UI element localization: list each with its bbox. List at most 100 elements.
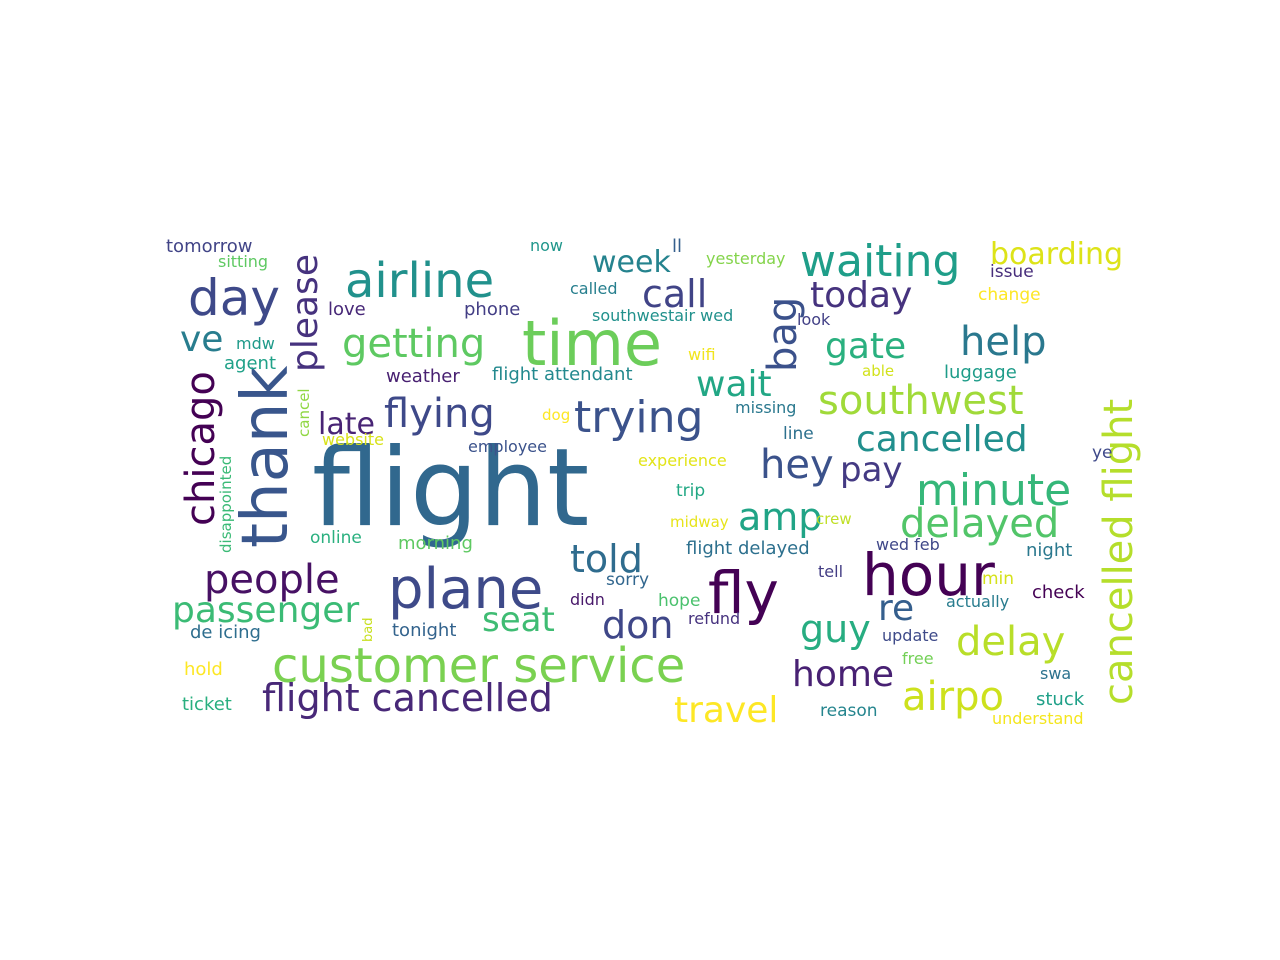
word-experience: experience <box>638 451 727 470</box>
word-getting: getting <box>342 321 485 367</box>
word-ye: ye <box>1092 443 1113 463</box>
word-actually: actually <box>946 592 1009 611</box>
word-change: change <box>978 285 1041 305</box>
word-passenger: passenger <box>172 590 359 631</box>
word-time: time <box>522 307 662 380</box>
word-pay: pay <box>840 450 903 490</box>
word-flight-delayed: flight delayed <box>686 538 810 559</box>
word-issue: issue <box>990 262 1034 282</box>
word-ticket: ticket <box>182 694 232 715</box>
word-cancelled: cancelled <box>856 419 1028 460</box>
word-didn: didn <box>570 590 605 609</box>
word-flying: flying <box>384 391 495 437</box>
word-day: day <box>188 269 280 327</box>
word-swa: swa <box>1040 664 1071 683</box>
word-dog: dog <box>542 406 570 424</box>
word-seat: seat <box>482 600 555 640</box>
word-southwestair-wed: southwestair wed <box>592 306 733 325</box>
word-trying: trying <box>574 392 703 443</box>
word-late: late <box>318 407 375 442</box>
word-re: re <box>878 588 914 629</box>
word-thank: thank <box>229 366 303 549</box>
word-waiting: waiting <box>800 236 960 287</box>
word-weather: weather <box>386 366 460 387</box>
word-cancelled-flight: cancelled flight <box>1096 399 1142 705</box>
word-yesterday: yesterday <box>706 249 786 268</box>
word-understand: understand <box>992 709 1084 728</box>
word-wed-feb: wed feb <box>876 535 940 554</box>
word-bag: bag <box>760 297 806 372</box>
word-trip: trip <box>676 481 705 501</box>
word-ll: ll <box>672 236 682 257</box>
word-refund: refund <box>688 609 740 628</box>
word-min: min <box>982 569 1014 589</box>
word-midway: midway <box>670 513 729 531</box>
word-fly: fly <box>708 559 779 627</box>
word-hey: hey <box>760 442 834 488</box>
word-home: home <box>792 654 894 695</box>
word-crew: crew <box>816 510 852 528</box>
word-bad: bad <box>361 618 376 642</box>
word-luggage: luggage <box>944 362 1017 383</box>
word-disappointed: disappointed <box>217 456 235 553</box>
word-travel: travel <box>674 690 778 731</box>
word-help: help <box>960 319 1046 365</box>
word-airline: airline <box>345 253 494 309</box>
word-boarding: boarding <box>990 237 1123 272</box>
word-employee: employee <box>468 437 547 456</box>
word-cancel: cancel <box>295 388 313 437</box>
word-sitting: sitting <box>218 252 268 271</box>
word-flight-cancelled: flight cancelled <box>262 676 553 720</box>
word-online: online <box>310 528 362 548</box>
word-night: night <box>1026 540 1072 561</box>
word-flight-attendant: flight attendant <box>492 364 633 385</box>
word-delayed: delayed <box>900 501 1059 547</box>
word-people: people <box>204 557 340 603</box>
word-delay: delay <box>956 619 1065 665</box>
word-morning: morning <box>398 533 473 554</box>
word-wifi: wifi <box>688 345 716 364</box>
word-plane: plane <box>388 557 543 622</box>
word-hope: hope <box>658 591 700 611</box>
word-southwest: southwest <box>818 378 1024 424</box>
word-tonight: tonight <box>392 620 456 641</box>
word-tomorrow: tomorrow <box>166 236 252 257</box>
word-call: call <box>642 272 707 316</box>
word-tell: tell <box>818 562 843 581</box>
word-look: look <box>797 310 831 329</box>
word-minute: minute <box>916 465 1071 516</box>
word-called: called <box>570 279 618 298</box>
word-stuck: stuck <box>1036 689 1085 710</box>
word-amp: amp <box>738 495 822 539</box>
word-website: website <box>322 430 384 449</box>
word-wait: wait <box>696 364 772 405</box>
word-gate: gate <box>825 326 906 367</box>
word-able: able <box>862 362 894 380</box>
word-customer-service: customer service <box>272 638 685 694</box>
word-sorry: sorry <box>606 570 649 590</box>
word-please: please <box>285 254 326 372</box>
word-de-icing: de icing <box>190 622 261 643</box>
word-ve: ve <box>180 319 223 360</box>
word-hour: hour <box>862 541 995 609</box>
word-line: line <box>783 424 814 444</box>
word-airpo: airpo <box>902 674 1004 720</box>
word-week: week <box>592 245 671 280</box>
word-check: check <box>1032 582 1085 603</box>
word-mdw: mdw <box>236 334 275 353</box>
word-guy: guy <box>800 607 871 651</box>
word-missing: missing <box>735 398 796 417</box>
word-don: don <box>602 603 673 647</box>
word-hold: hold <box>184 659 223 680</box>
word-flight: flight <box>312 426 589 551</box>
word-today: today <box>810 275 912 316</box>
word-update: update <box>882 626 938 645</box>
word-phone: phone <box>464 299 520 320</box>
word-told: told <box>570 537 643 581</box>
word-reason: reason <box>820 701 878 721</box>
word-chicago: chicago <box>178 371 224 526</box>
word-agent: agent <box>224 353 276 374</box>
word-free: free <box>902 649 934 668</box>
word-love: love <box>328 299 366 320</box>
